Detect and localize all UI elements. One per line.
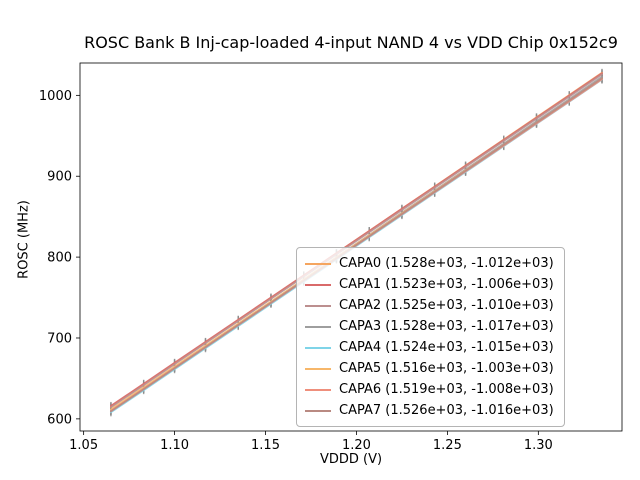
legend-item-capa6: CAPA6 (1.519e+03, -1.008e+03) bbox=[305, 379, 554, 400]
legend-label: CAPA5 (1.516e+03, -1.003e+03) bbox=[339, 361, 554, 376]
legend-line-marker bbox=[305, 325, 331, 328]
legend-label: CAPA2 (1.525e+03, -1.010e+03) bbox=[339, 298, 554, 313]
legend-line-marker bbox=[305, 409, 331, 412]
y-tick-label: 700 bbox=[47, 331, 72, 346]
legend-item-capa7: CAPA7 (1.526e+03, -1.016e+03) bbox=[305, 400, 554, 421]
series-line-capa2 bbox=[110, 73, 603, 409]
legend-item-capa5: CAPA5 (1.516e+03, -1.003e+03) bbox=[305, 358, 554, 379]
legend-line-marker bbox=[305, 367, 331, 370]
legend-line-marker bbox=[305, 388, 331, 391]
y-tick-label: 900 bbox=[47, 170, 72, 185]
chart-title: ROSC Bank B Inj-cap-loaded 4-input NAND … bbox=[84, 33, 618, 52]
y-tick-label: 600 bbox=[47, 412, 72, 427]
legend-item-capa3: CAPA3 (1.528e+03, -1.017e+03) bbox=[305, 316, 554, 337]
legend-label: CAPA4 (1.524e+03, -1.015e+03) bbox=[339, 340, 554, 355]
legend-item-capa1: CAPA1 (1.523e+03, -1.006e+03) bbox=[305, 274, 554, 295]
legend-line-marker bbox=[305, 262, 331, 265]
x-axis-label: VDDD (V) bbox=[319, 452, 383, 467]
legend: CAPA0 (1.528e+03, -1.012e+03) CAPA1 (1.52… bbox=[296, 247, 565, 427]
legend-item-capa4: CAPA4 (1.524e+03, -1.015e+03) bbox=[305, 337, 554, 358]
x-tick-label: 1.20 bbox=[342, 438, 371, 453]
x-tick-label: 1.10 bbox=[160, 438, 189, 453]
y-tick-label: 800 bbox=[47, 251, 72, 266]
x-tick-label: 1.05 bbox=[69, 438, 98, 453]
legend-line-marker bbox=[305, 346, 331, 349]
legend-line-marker bbox=[305, 283, 331, 286]
legend-label: CAPA6 (1.519e+03, -1.008e+03) bbox=[339, 382, 554, 397]
y-tick-label: 1000 bbox=[39, 89, 72, 104]
legend-label: CAPA1 (1.523e+03, -1.006e+03) bbox=[339, 277, 554, 292]
legend-item-capa0: CAPA0 (1.528e+03, -1.012e+03) bbox=[305, 253, 554, 274]
x-tick-label: 1.15 bbox=[251, 438, 280, 453]
x-tick-label: 1.30 bbox=[524, 438, 553, 453]
legend-label: CAPA0 (1.528e+03, -1.012e+03) bbox=[339, 256, 554, 271]
legend-line-marker bbox=[305, 304, 331, 307]
legend-item-capa2: CAPA2 (1.525e+03, -1.010e+03) bbox=[305, 295, 554, 316]
legend-label: CAPA7 (1.526e+03, -1.016e+03) bbox=[339, 403, 554, 418]
y-axis-label: ROSC (MHz) bbox=[16, 200, 32, 279]
series-line-capa1 bbox=[110, 72, 603, 407]
x-tick-label: 1.25 bbox=[433, 438, 462, 453]
legend-label: CAPA3 (1.528e+03, -1.017e+03) bbox=[339, 319, 554, 334]
